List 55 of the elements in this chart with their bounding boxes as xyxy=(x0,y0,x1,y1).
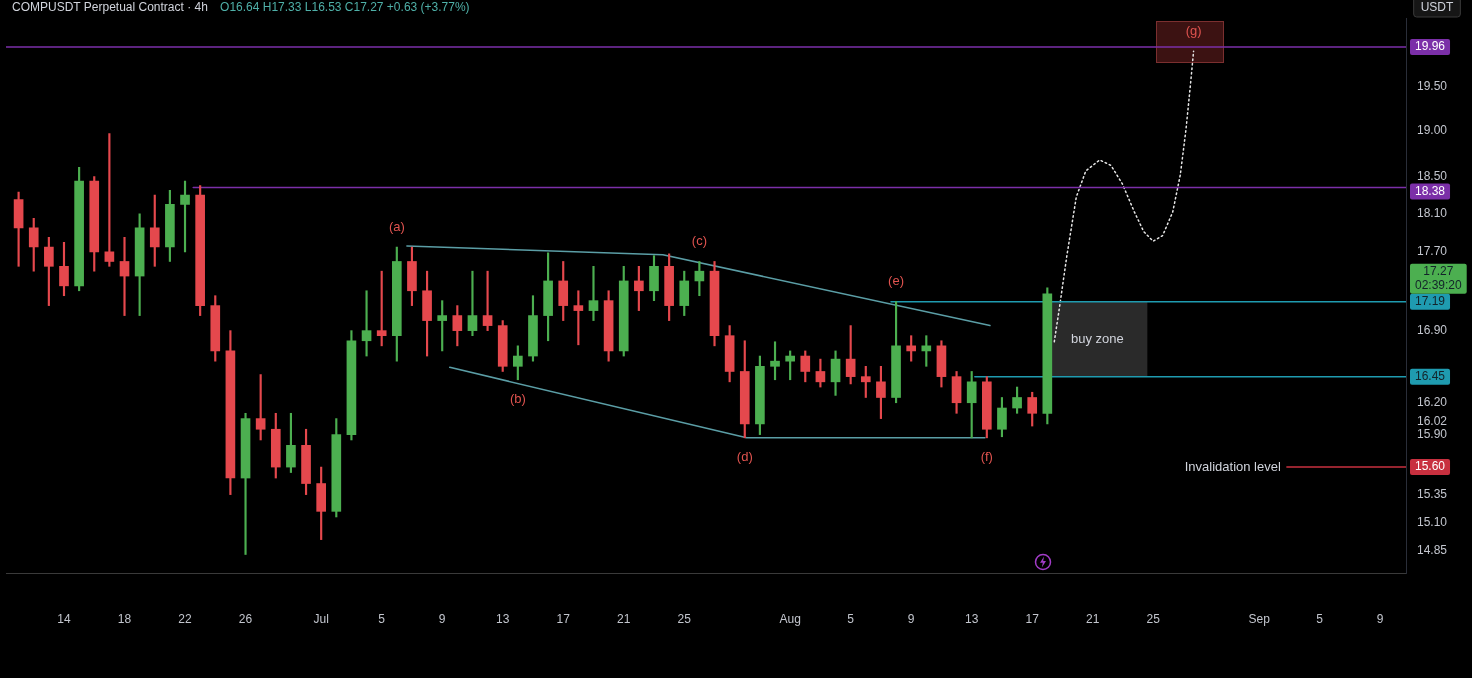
ref-line-label: 19.96 xyxy=(1415,39,1446,54)
text: 17.27 02:39:20 xyxy=(1415,263,1462,292)
y-tick-label: 14.85 xyxy=(1417,543,1448,558)
y-tick-label: 17.70 xyxy=(1417,244,1448,259)
band-label: buy zone xyxy=(1070,330,1124,346)
x-tick-label: 14 xyxy=(57,611,71,626)
x-tick-label: 21 xyxy=(1086,611,1100,626)
candlestick xyxy=(467,270,478,337)
y-tick-label: 15.35 xyxy=(1417,486,1448,501)
x-tick-label: 18 xyxy=(117,611,132,626)
y-tick-label: 15.10 xyxy=(1417,514,1448,529)
x-tick-label: 5 xyxy=(847,611,855,626)
x-tick-label: 21 xyxy=(617,611,631,626)
x-tick-label: 17 xyxy=(1025,611,1040,626)
annotation: (a) xyxy=(388,218,405,234)
x-tick-label: 9 xyxy=(1376,611,1384,626)
x-tick-label: 9 xyxy=(438,611,446,626)
x-tick-label: 17 xyxy=(556,611,571,626)
chart-subtitle: O16.64 H17.33 L16.53 C17.27 +0.63 (+3.77%) xyxy=(220,0,470,15)
data-label: 18.38 xyxy=(1415,183,1446,198)
y-tick-label: 15.90 xyxy=(1417,426,1448,441)
x-tick-label: 5 xyxy=(378,611,386,626)
series-label: Invalidation level xyxy=(1184,458,1281,474)
data-label: 15.60 xyxy=(1415,459,1446,474)
y-tick-label: 16.90 xyxy=(1417,322,1448,337)
x-tick-label: 13 xyxy=(496,611,510,626)
x-tick-label: Jul xyxy=(313,611,329,626)
x-tick-label: Sep xyxy=(1248,611,1271,626)
x-tick-label: 25 xyxy=(677,611,692,626)
candlestick xyxy=(119,237,130,316)
data-label: 17.19 xyxy=(1415,293,1446,308)
y-tick-label: 19.00 xyxy=(1417,123,1448,138)
candlestick xyxy=(361,290,372,357)
annotation: (g) xyxy=(1185,22,1202,38)
x-tick-label: 13 xyxy=(965,611,979,626)
candlestick xyxy=(588,265,599,321)
y-tick-label: 16.20 xyxy=(1417,395,1448,410)
y-tick-label: 16.02 xyxy=(1417,414,1448,429)
data-label: 16.45 xyxy=(1415,368,1446,383)
y-axis-title: USDT xyxy=(1420,0,1454,15)
x-tick-label: Aug xyxy=(779,611,801,626)
annotation: (b) xyxy=(509,391,526,407)
annotation: (f) xyxy=(980,449,993,465)
annotation: (c) xyxy=(691,233,707,249)
x-tick-label: 25 xyxy=(1146,611,1161,626)
annotation: (e) xyxy=(888,273,904,289)
y-tick-label: 18.10 xyxy=(1417,206,1448,221)
y-tick-label: 19.50 xyxy=(1417,79,1448,94)
chart-title: COMPUSDT Perpetual Contract · 4h xyxy=(12,0,208,15)
x-tick-label: 22 xyxy=(178,611,193,626)
x-tick-label: 9 xyxy=(907,611,915,626)
annotation: (d) xyxy=(736,449,753,465)
y-tick-label: 18.50 xyxy=(1417,168,1448,183)
x-tick-label: 26 xyxy=(238,611,253,626)
x-tick-label: 5 xyxy=(1316,611,1324,626)
